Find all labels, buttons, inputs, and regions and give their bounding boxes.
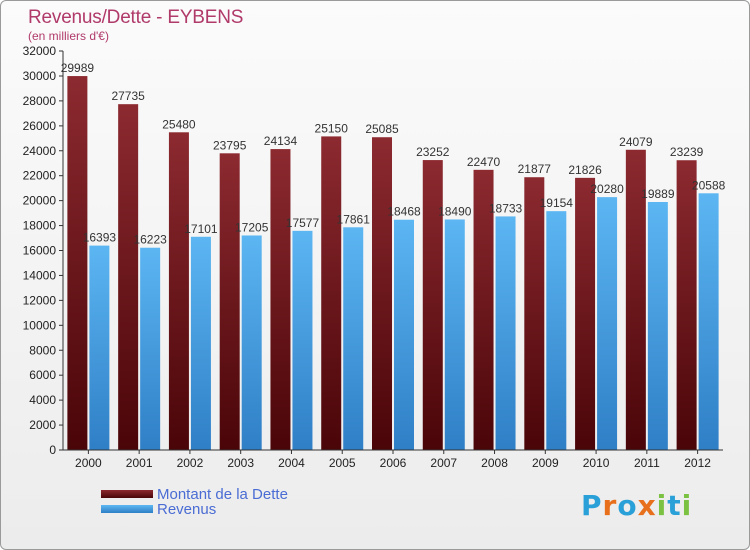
- bar-debt: [219, 153, 240, 450]
- legend-label-revenue: Revenus: [157, 501, 217, 518]
- data-label-debt: 21877: [518, 162, 552, 176]
- bar-revenue: [698, 193, 719, 450]
- data-label-debt: 25480: [162, 117, 196, 131]
- chart-title: Revenus/Dette - EYBENS: [28, 7, 244, 28]
- data-label-debt: 24079: [619, 135, 653, 149]
- bar-revenue: [241, 235, 262, 450]
- data-label-debt: 22470: [467, 155, 501, 169]
- data-label-debt: 23239: [670, 145, 704, 159]
- bar-debt: [372, 137, 392, 450]
- bar-debt: [422, 160, 443, 450]
- data-label-revenue: 17101: [184, 222, 218, 236]
- bar-debt: [575, 177, 596, 450]
- data-label-revenue: 19889: [641, 187, 675, 201]
- y-tick-label: 10000: [23, 318, 57, 332]
- logo-letter: t: [667, 489, 682, 522]
- data-label-revenue: 17205: [235, 220, 269, 234]
- x-tick-label: 2009: [532, 456, 559, 470]
- legend-label-debt: Montant de la Dette: [157, 486, 288, 503]
- logo-letter: i: [656, 489, 668, 522]
- x-tick-label: 2006: [380, 456, 407, 470]
- y-tick-label: 14000: [23, 268, 57, 282]
- x-tick-label: 2012: [684, 456, 711, 470]
- bar-revenue: [546, 211, 567, 450]
- data-label-revenue: 17861: [337, 212, 371, 226]
- data-label-revenue: 18490: [438, 204, 472, 218]
- legend-swatch-revenue: [101, 505, 153, 513]
- legend-swatch-debt: [101, 490, 153, 498]
- bar-revenue: [495, 216, 516, 450]
- data-label-debt: 21826: [568, 163, 602, 177]
- logo-letter: x: [637, 489, 657, 522]
- y-tick-label: 28000: [23, 94, 57, 108]
- data-label-revenue: 16223: [133, 233, 167, 247]
- y-tick-label: 26000: [23, 119, 57, 133]
- bar-debt: [625, 149, 646, 451]
- x-tick-label: 2003: [227, 456, 254, 470]
- bar-revenue: [190, 236, 211, 450]
- bar-revenue: [343, 227, 364, 450]
- data-label-revenue: 19154: [540, 196, 574, 210]
- bar-debt: [676, 160, 697, 451]
- bar-debt: [524, 177, 545, 450]
- bar-revenue: [597, 197, 618, 450]
- bar-debt: [67, 76, 88, 451]
- bar-debt: [321, 136, 342, 450]
- y-tick-label: 12000: [23, 293, 57, 307]
- data-label-revenue: 18733: [489, 201, 523, 215]
- x-tick-label: 2007: [430, 456, 457, 470]
- chart-subtitle: (en milliers d'€): [28, 29, 109, 43]
- logo-letter: i: [681, 489, 693, 522]
- bar-revenue: [292, 230, 313, 450]
- x-tick-label: 2008: [481, 456, 508, 470]
- data-label-debt: 25085: [365, 122, 399, 136]
- x-tick-label: 2010: [583, 456, 610, 470]
- data-label-revenue: 20588: [692, 178, 726, 192]
- data-label-debt: 24134: [264, 134, 298, 148]
- logo-letter: P: [581, 489, 603, 522]
- y-tick-label: 18000: [23, 219, 57, 233]
- y-tick-label: 4000: [29, 393, 56, 407]
- x-tick-label: 2004: [278, 456, 305, 470]
- y-tick-label: 24000: [23, 144, 57, 158]
- bar-revenue: [647, 202, 668, 450]
- x-tick-label: 2000: [75, 456, 102, 470]
- bar-debt: [168, 132, 189, 450]
- bar-revenue: [394, 219, 414, 450]
- y-tick-label: 20000: [23, 194, 57, 208]
- y-tick-label: 6000: [29, 368, 56, 382]
- y-tick-label: 16000: [23, 244, 57, 258]
- data-label-debt: 27735: [111, 89, 145, 103]
- x-tick-label: 2011: [634, 456, 660, 470]
- y-tick-label: 0: [49, 443, 56, 457]
- data-label-revenue: 18468: [387, 205, 421, 219]
- data-label-debt: 23795: [213, 138, 247, 152]
- bar-revenue: [89, 245, 110, 450]
- bar-revenue: [444, 219, 465, 450]
- y-tick-label: 8000: [29, 343, 56, 357]
- x-tick-label: 2002: [177, 456, 204, 470]
- bar-debt: [118, 104, 139, 450]
- logo-letter: r: [602, 489, 618, 522]
- data-label-debt: 23252: [416, 145, 450, 159]
- data-label-revenue: 17577: [286, 216, 320, 230]
- logo-letter: o: [617, 489, 638, 522]
- bar-debt: [473, 169, 494, 450]
- bar-debt: [270, 149, 291, 450]
- x-tick-label: 2005: [329, 456, 356, 470]
- bar-revenue: [140, 247, 161, 450]
- x-tick-label: 2001: [126, 456, 153, 470]
- proxiti-logo: Proxiti: [581, 489, 692, 522]
- y-tick-label: 2000: [29, 418, 56, 432]
- y-tick-label: 22000: [23, 169, 57, 183]
- data-label-revenue: 16393: [83, 231, 117, 245]
- y-tick-label: 32000: [23, 44, 57, 58]
- data-label-debt: 25150: [315, 121, 349, 135]
- data-label-revenue: 20280: [590, 182, 624, 196]
- y-tick-label: 30000: [23, 69, 57, 83]
- data-label-debt: 29989: [61, 61, 95, 75]
